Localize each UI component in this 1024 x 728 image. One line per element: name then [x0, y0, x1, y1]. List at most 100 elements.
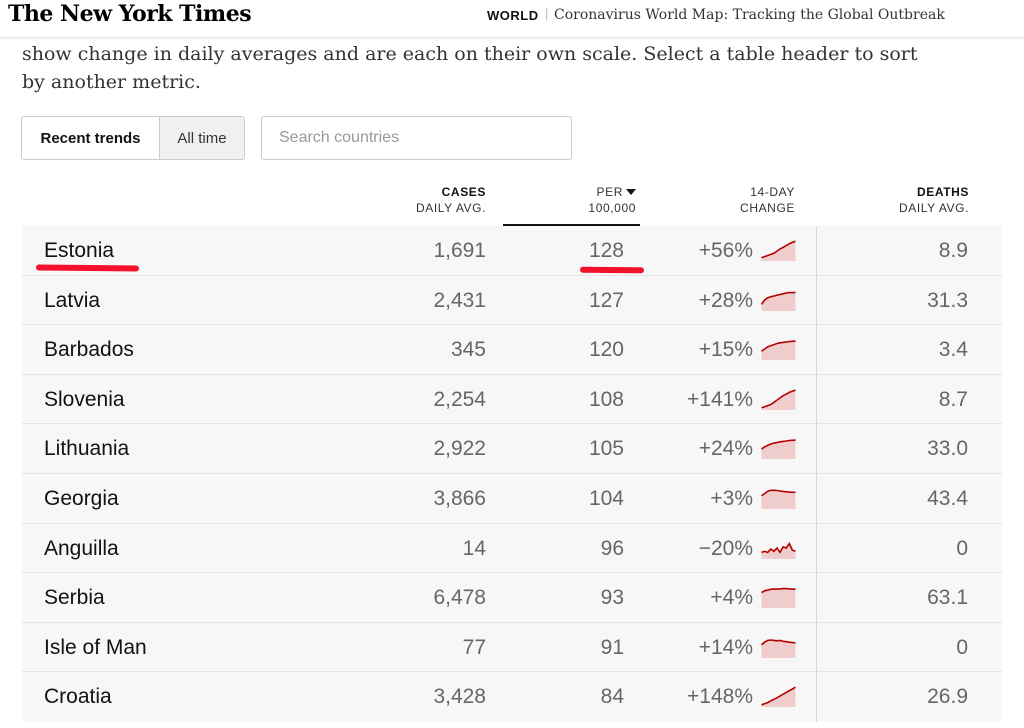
sparkline-area [761, 639, 796, 658]
table-row[interactable]: Serbia 6,478 93 +4% 63.1 [22, 573, 1002, 623]
deaths-daily-avg: 0 [956, 536, 968, 560]
row-divider [22, 522, 1002, 524]
table-row[interactable]: Latvia 2,431 127 +28% 31.3 [22, 276, 1002, 326]
row-divider [22, 472, 1002, 474]
change-14-day: +56% [698, 239, 753, 262]
trend-sparkline [761, 541, 796, 559]
search-countries-input[interactable] [261, 116, 572, 160]
sparkline-line [761, 389, 796, 409]
country-name[interactable]: Croatia [44, 685, 112, 709]
deaths-daily-avg: 31.3 [927, 288, 968, 312]
country-name[interactable]: Serbia [44, 586, 105, 610]
row-divider [22, 373, 1002, 375]
row-divider [22, 621, 1002, 623]
table-row[interactable]: Anguilla 14 96 −20% 0 [22, 524, 1002, 574]
col-header-per-line1-wrap: PER [540, 184, 636, 200]
sparkline-area [761, 341, 796, 361]
toggle-recent-trends[interactable]: Recent trends [22, 117, 159, 159]
row-divider [22, 572, 1002, 574]
trend-sparkline [761, 291, 796, 311]
change-14-day: +148% [687, 685, 753, 709]
col-header-per-100k[interactable]: PER 100,000 [540, 184, 636, 216]
annotation-underline-per [579, 266, 645, 274]
col-header-change[interactable]: 14-DAY CHANGE [700, 184, 795, 216]
row-divider [22, 423, 1002, 425]
annotation-underline-country [35, 264, 140, 272]
cases-per-100k: 104 [588, 487, 624, 510]
cases-per-100k: 105 [588, 437, 624, 461]
sparkline-line [761, 587, 796, 594]
row-divider [22, 671, 1002, 673]
change-14-day: +28% [698, 288, 753, 312]
country-name[interactable]: Isle of Man [44, 635, 147, 659]
cases-daily-avg: 3,866 [433, 487, 486, 510]
col-header-deaths-line1: DEATHS [916, 185, 969, 199]
toggle-all-time[interactable]: All time [159, 117, 244, 159]
col-header-cases-line2: DAILY AVG. [415, 201, 486, 215]
cases-per-100k: 96 [600, 536, 624, 560]
deaths-daily-avg: 8.7 [938, 387, 968, 411]
table-row[interactable]: Croatia 3,428 84 +148% 26.9 [22, 672, 1002, 722]
change-14-day: −20% [698, 536, 753, 560]
intro-paragraph: show change in daily averages and are ea… [22, 43, 918, 93]
cases-per-100k: 128 [588, 239, 624, 262]
col-header-cases-line1: CASES [441, 185, 486, 199]
cases-daily-avg: 14 [462, 536, 486, 560]
table-row[interactable]: Slovenia 2,254 108 +141% 8.7 [22, 375, 1002, 425]
country-name[interactable]: Latvia [44, 288, 101, 312]
sparkline-area [761, 389, 796, 410]
change-14-day: +3% [710, 487, 753, 510]
row-divider [22, 324, 1002, 326]
country-table [22, 226, 1002, 722]
country-name[interactable]: Lithuania [44, 437, 130, 461]
nyt-logo[interactable]: The New York Times [8, 1, 252, 27]
sparkline-line [761, 686, 796, 706]
col-header-per-line2: 100,000 [588, 201, 636, 215]
country-name[interactable]: Barbados [44, 338, 134, 362]
sparkline-line [761, 489, 796, 497]
country-name[interactable]: Anguilla [44, 536, 119, 560]
cases-per-100k: 120 [588, 338, 624, 362]
table-row[interactable]: Estonia 1,691 128 +56% 8.9 [22, 226, 1002, 276]
article-headline[interactable]: Coronavirus World Map: Tracking the Glob… [554, 7, 945, 23]
table-row[interactable]: Isle of Man 77 91 +14% 0 [22, 623, 1002, 673]
table-row[interactable]: Georgia 3,866 104 +3% 43.4 [22, 474, 1002, 524]
change-14-day: +141% [687, 387, 753, 411]
section-link-world[interactable]: WORLD [487, 8, 539, 23]
cases-daily-avg: 2,254 [433, 387, 486, 411]
cases-daily-avg: 345 [450, 338, 486, 362]
change-14-day: +14% [698, 635, 753, 659]
sparkline-line [761, 340, 796, 353]
trend-toggle: Recent trends All time [21, 116, 245, 160]
table-row[interactable]: Barbados 345 120 +15% 3.4 [22, 325, 1002, 375]
country-name[interactable]: Georgia [44, 487, 119, 510]
cases-per-100k: 84 [600, 685, 624, 709]
cases-daily-avg: 2,431 [433, 288, 486, 312]
col-header-deaths[interactable]: DEATHS DAILY AVG. [880, 184, 969, 216]
header-separator: | [545, 6, 549, 21]
col-header-change-line2: CHANGE [740, 201, 795, 215]
trend-sparkline [761, 686, 796, 708]
trend-sparkline [761, 587, 796, 609]
trend-sparkline [761, 638, 796, 658]
table-row[interactable]: Lithuania 2,922 105 +24% 33.0 [22, 424, 1002, 474]
change-14-day: +4% [710, 586, 753, 610]
country-name[interactable]: Estonia [44, 239, 115, 262]
cases-daily-avg: 1,691 [433, 239, 486, 262]
cases-daily-avg: 3,428 [433, 685, 486, 709]
sparkline-line [761, 541, 796, 554]
row-divider [22, 274, 1002, 276]
country-name[interactable]: Slovenia [44, 387, 125, 411]
deaths-daily-avg: 8.9 [938, 239, 968, 262]
site-header: The New York Times WORLD | Coronavirus W… [0, 0, 1024, 38]
cases-daily-avg: 6,478 [433, 586, 486, 610]
cases-per-100k: 91 [600, 635, 624, 659]
cases-daily-avg: 2,922 [433, 437, 486, 461]
cases-per-100k: 127 [588, 288, 624, 312]
col-header-cases[interactable]: CASES DAILY AVG. [400, 184, 486, 216]
sparkline-area [761, 241, 796, 261]
deaths-daily-avg: 33.0 [927, 437, 968, 461]
sparkline-line [761, 638, 796, 646]
cases-daily-avg: 77 [462, 635, 486, 659]
cases-per-100k: 108 [588, 387, 624, 411]
